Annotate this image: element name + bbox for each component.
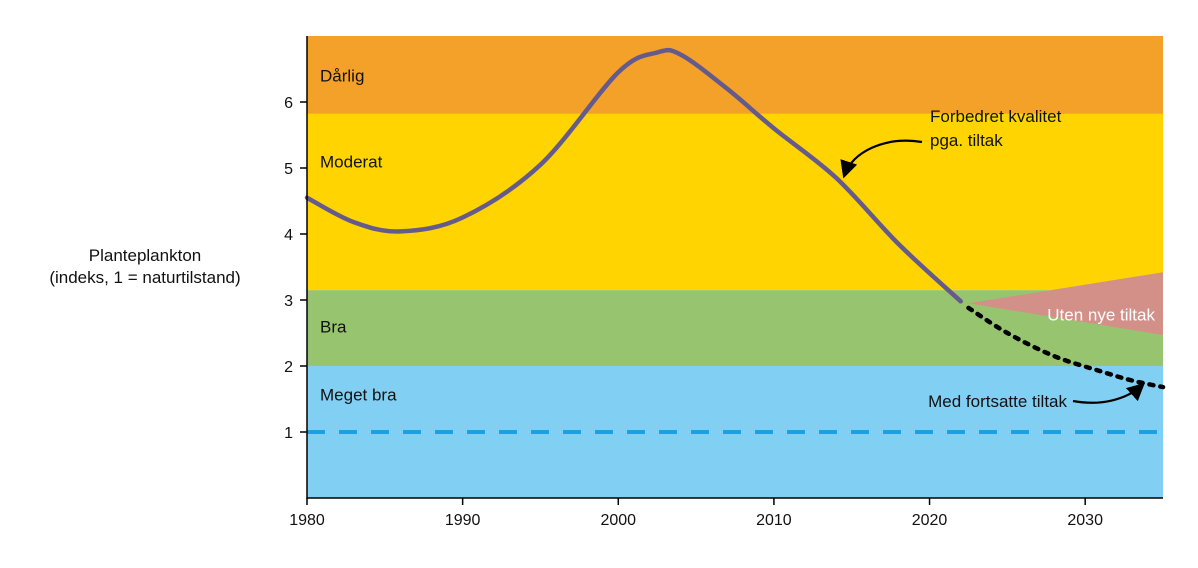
- annotation-uten-nye-tiltak: Uten nye tiltak: [1047, 306, 1155, 325]
- band-label-moderat: Moderat: [320, 152, 383, 171]
- y-tick-label-2: 2: [284, 359, 293, 376]
- y-tick-label-5: 5: [284, 161, 293, 178]
- annotation-line: pga. tiltak: [930, 131, 1003, 150]
- x-tick-label-2030: 2030: [1067, 512, 1103, 529]
- annotation-line: Forbedret kvalitet: [930, 107, 1062, 126]
- band-label-d-rlig: Dårlig: [320, 67, 364, 86]
- x-tick-label-2000: 2000: [600, 512, 636, 529]
- band-label-bra: Bra: [320, 317, 347, 336]
- labels: Meget bra Bra Moderat Dårlig Planteplankton (…: [49, 67, 397, 405]
- y-axis-label-line: Planteplankton: [89, 246, 201, 265]
- x-tick-label-1980: 1980: [289, 512, 325, 529]
- y-tick-label-6: 6: [284, 95, 293, 112]
- band-d-rlig: [307, 36, 1163, 114]
- y-tick-label-3: 3: [284, 293, 293, 310]
- series-layer: [304, 47, 1166, 390]
- x-tick-label-2020: 2020: [912, 512, 948, 529]
- annotations: Forbedret kvalitet pga. tiltak Med fortsat…: [840, 107, 1155, 411]
- wedge-layer: [968, 272, 1163, 335]
- x-tick-label-2010: 2010: [756, 512, 792, 529]
- series-line-observed: [304, 47, 963, 304]
- wedge-uten-nye-tiltak: [968, 272, 1163, 335]
- band-label-meget-bra: Meget bra: [320, 385, 397, 404]
- y-axis-label-line: (indeks, 1 = naturtilstand): [49, 268, 240, 287]
- annotation-arrow-forbedret: [840, 139, 923, 179]
- quality-bands: [307, 36, 1163, 498]
- annotation-forbedret-kvalitet: Forbedret kvalitet pga. tiltak: [930, 107, 1062, 150]
- y-tick-label-1: 1: [284, 425, 293, 442]
- band-moderat: [307, 113, 1163, 291]
- axes: 1980 1990 2000 2010 2020 2030 1 2 3 4 5 6: [284, 36, 1163, 529]
- x-tick-label-1990: 1990: [445, 512, 481, 529]
- annotation-arrow-med-fortsatte: [1072, 382, 1145, 404]
- series-line-projection: [966, 305, 1166, 390]
- y-tick-label-4: 4: [284, 227, 293, 244]
- annotation-med-fortsatte-tiltak: Med fortsatte tiltak: [928, 392, 1067, 411]
- y-axis-label: Planteplankton (indeks, 1 = naturtilstand…: [49, 246, 240, 287]
